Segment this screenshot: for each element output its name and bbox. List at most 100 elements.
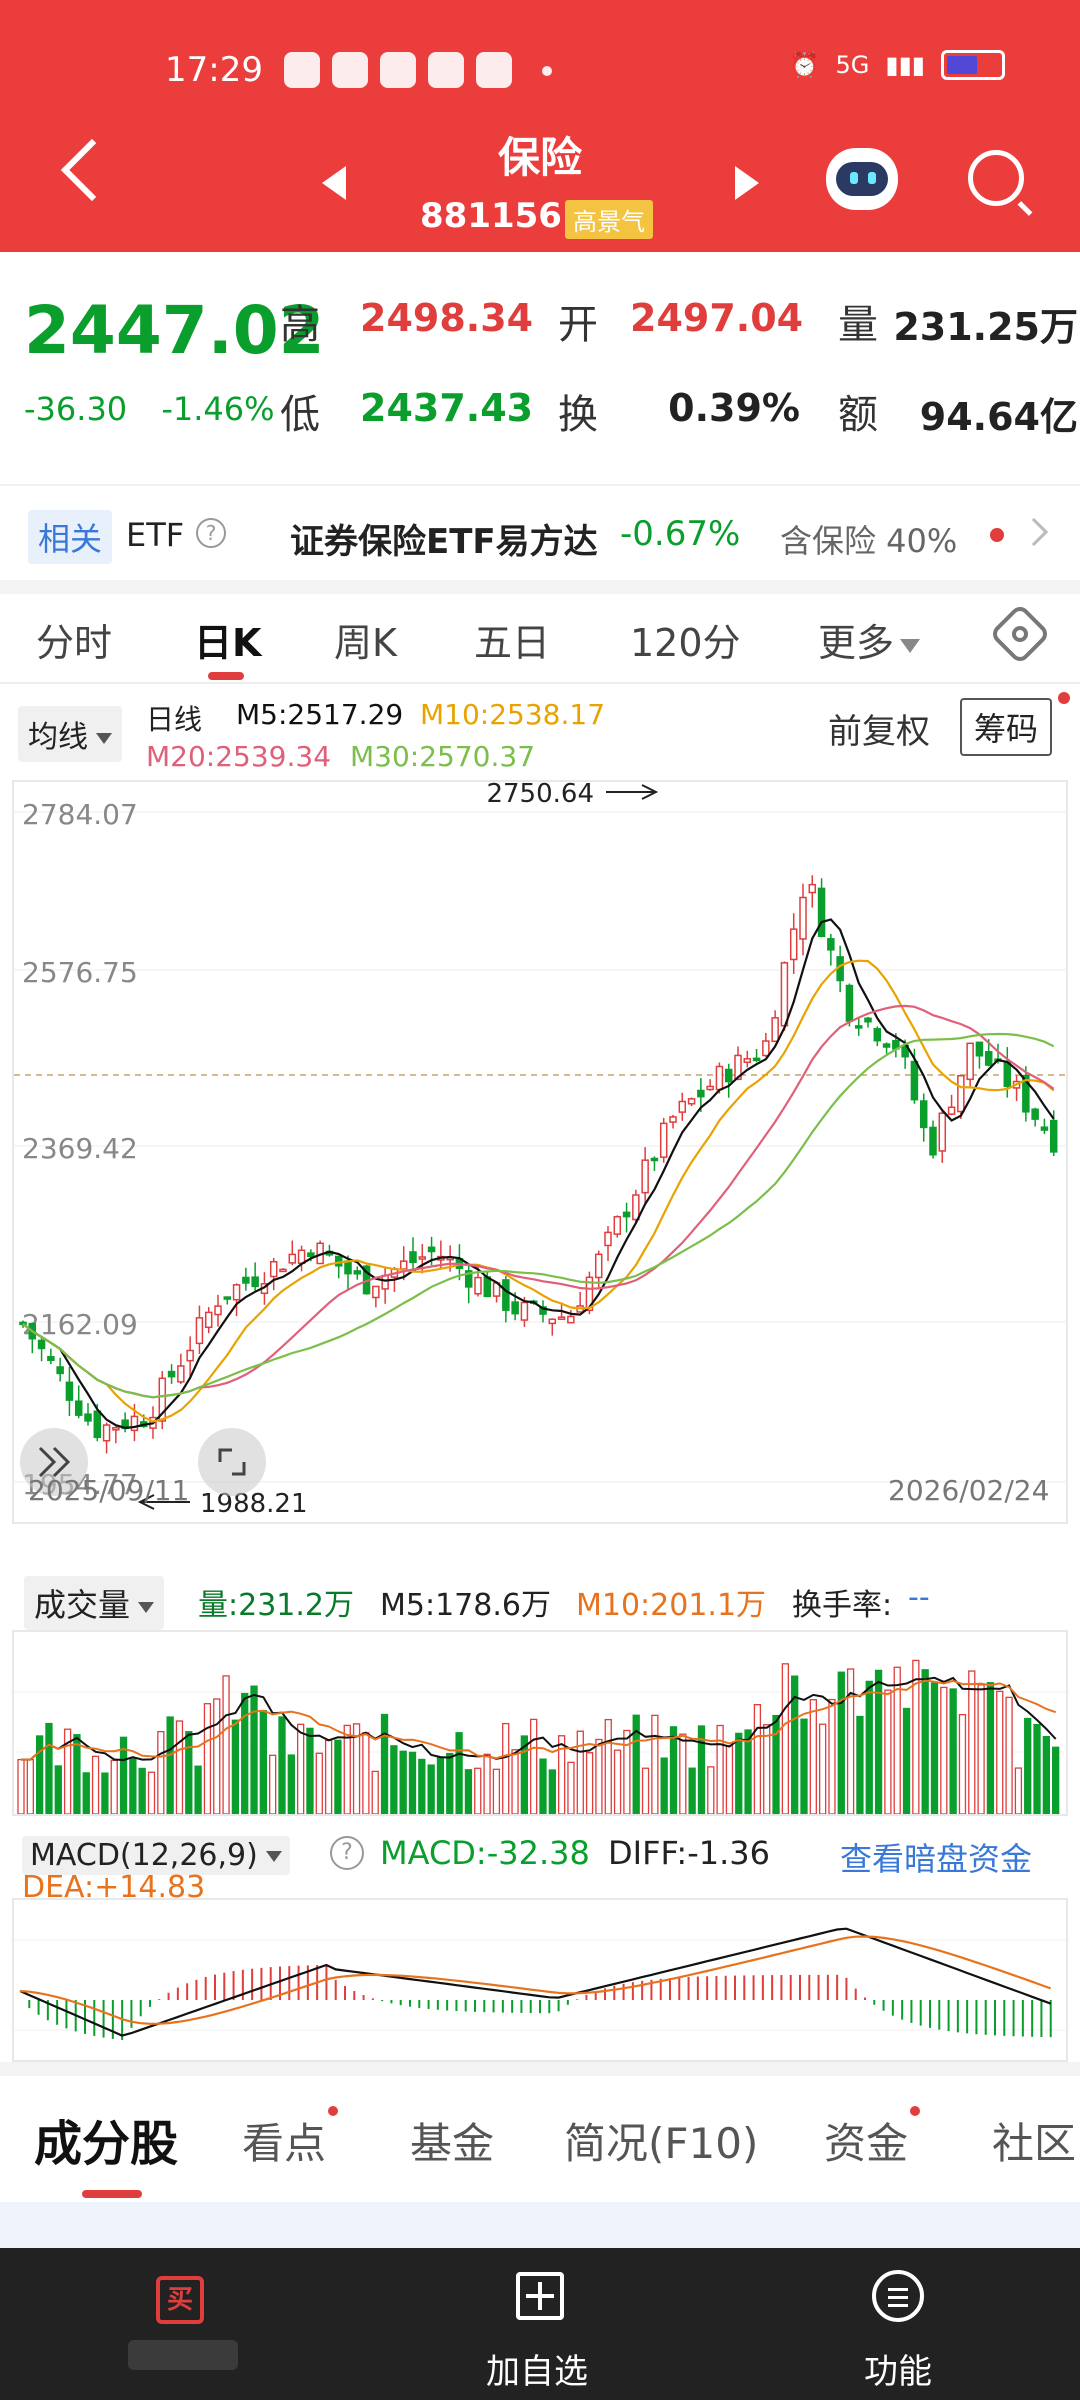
tab-more[interactable]: 更多: [818, 612, 921, 667]
low-label: 低: [280, 392, 320, 438]
robot-assistant-icon[interactable]: [826, 148, 898, 210]
candle-body: [102, 1424, 111, 1442]
etf-name[interactable]: 证券保险ETF易方达: [290, 522, 598, 562]
volume-chart-panel[interactable]: [12, 1630, 1068, 1816]
candle-body: [567, 1315, 575, 1324]
open-label: 开: [558, 302, 598, 348]
candle-body: [130, 1415, 139, 1432]
ma-selector[interactable]: 均线: [18, 706, 122, 762]
tab-community[interactable]: 社区: [992, 2119, 1077, 2168]
candle-body: [334, 1255, 343, 1267]
volume-chart[interactable]: [14, 1632, 1066, 1815]
volume-bar: [306, 1727, 314, 1815]
tab-intraday[interactable]: 分时: [36, 621, 113, 665]
volume-bar: [334, 1739, 342, 1815]
candle-body: [223, 1296, 232, 1300]
turnover-rate-label: 换手率:: [792, 1588, 893, 1623]
volume-bar: [45, 1722, 53, 1815]
candle-body: [678, 1100, 687, 1113]
kline-chart-panel[interactable]: 2784.07 2576.75 2369.42 2162.09 1954.77 2750.…: [12, 779, 1068, 1524]
volume-bar: [203, 1703, 212, 1815]
page-title: 保险: [497, 133, 582, 182]
volume-bar: [958, 1713, 967, 1815]
tab-highlights[interactable]: 看点: [242, 2106, 339, 2171]
candle-body: [307, 1252, 315, 1258]
tab-daily-k[interactable]: 日K: [194, 621, 262, 665]
chart-tabs: 分时 日K 周K 五日 120分 更多: [0, 594, 1080, 684]
candle-body: [938, 1112, 947, 1152]
volume-bar: [576, 1730, 584, 1815]
candle-body: [632, 1194, 640, 1221]
y-axis-label: 2369.42: [22, 1132, 138, 1165]
volume-bar: [660, 1757, 668, 1815]
candle-body: [771, 1017, 779, 1043]
volume-selector[interactable]: 成交量: [24, 1576, 165, 1630]
volume-bar: [474, 1767, 482, 1815]
dark-pool-link[interactable]: 查看暗盘资金: [840, 1840, 1033, 1878]
volume-bar: [399, 1750, 407, 1815]
candle-body: [474, 1276, 482, 1295]
y-axis-label: 2162.09: [22, 1308, 138, 1341]
add-watchlist-button[interactable]: 加自选: [486, 2352, 588, 2392]
dea-line: [19, 1935, 1052, 2025]
volume-bar: [241, 1692, 249, 1815]
macd-legend: MACD(12,26,9) ? MACD:-32.38 DIFF:-1.36 D…: [0, 1822, 1080, 1905]
candle-body: [195, 1317, 204, 1345]
volume-bar: [595, 1738, 603, 1815]
more-notifications-dot: [542, 66, 552, 76]
volume-bar: [129, 1758, 137, 1815]
buy-icon[interactable]: 买: [156, 2276, 204, 2324]
candle-body: [269, 1260, 278, 1278]
tab-funds[interactable]: 基金: [410, 2119, 495, 2168]
bottom-action-bar: 买 加自选 功能: [0, 2248, 1080, 2400]
network-label: 5G: [835, 51, 870, 79]
functions-button[interactable]: 功能: [864, 2352, 932, 2392]
prev-stock-icon[interactable]: [322, 166, 346, 200]
price-change: -36.30 -1.46%: [24, 390, 299, 428]
chevron-right-icon[interactable]: [1019, 517, 1049, 547]
status-badge[interactable]: 高景气: [565, 200, 653, 239]
menu-icon[interactable]: [872, 2270, 924, 2322]
adjust-mode[interactable]: 前复权: [828, 712, 930, 752]
change-percent: -1.46%: [161, 390, 275, 428]
candle-body: [47, 1356, 55, 1361]
candle-body: [74, 1400, 83, 1416]
tab-five-day[interactable]: 五日: [474, 621, 551, 665]
volume-bar: [110, 1759, 118, 1815]
candle-body: [112, 1427, 120, 1431]
macd-chart-panel[interactable]: [12, 1898, 1068, 2062]
etf-label: ETF: [126, 516, 185, 554]
volume-bar: [996, 1690, 1004, 1815]
volume-bar: [865, 1680, 873, 1815]
add-watchlist-icon[interactable]: [516, 2272, 564, 2320]
volume-bar: [259, 1710, 268, 1815]
volume-bar: [231, 1719, 240, 1815]
macd-chart[interactable]: [14, 1900, 1066, 2060]
volume-bar: [1033, 1723, 1041, 1815]
volume-bar: [837, 1671, 845, 1815]
tab-120min[interactable]: 120分: [630, 621, 741, 665]
volume-bar: [455, 1732, 463, 1815]
y-axis-label: 2784.07: [22, 798, 138, 831]
help-icon[interactable]: ?: [330, 1836, 364, 1870]
volume-bar: [483, 1753, 491, 1815]
candle-body: [214, 1305, 222, 1316]
related-etf-row[interactable]: 相关 ETF ? 证券保险ETF易方达 -0.67% 含保险 40%: [0, 484, 1080, 580]
candle-body: [409, 1251, 417, 1264]
chips-button[interactable]: 筹码: [960, 698, 1053, 756]
candle-body: [418, 1256, 427, 1260]
buy-label-placeholder[interactable]: [128, 2340, 238, 2370]
candle-body: [901, 1044, 909, 1058]
help-icon[interactable]: ?: [196, 518, 226, 548]
kline-chart[interactable]: 2784.072576.752369.422162.091954.772750.…: [14, 779, 1066, 1522]
tab-weekly-k[interactable]: 周K: [334, 621, 397, 665]
candle-body: [817, 887, 826, 937]
macd-selector[interactable]: MACD(12,26,9): [22, 1836, 290, 1875]
tab-constituents[interactable]: 成分股: [34, 2116, 179, 2172]
search-icon[interactable]: [968, 150, 1024, 206]
tab-capital[interactable]: 资金: [824, 2106, 921, 2171]
tab-f10[interactable]: 简况(F10): [564, 2119, 759, 2168]
volume-bar: [856, 1715, 864, 1815]
candle-body: [873, 1028, 882, 1042]
next-stock-icon[interactable]: [735, 166, 759, 200]
